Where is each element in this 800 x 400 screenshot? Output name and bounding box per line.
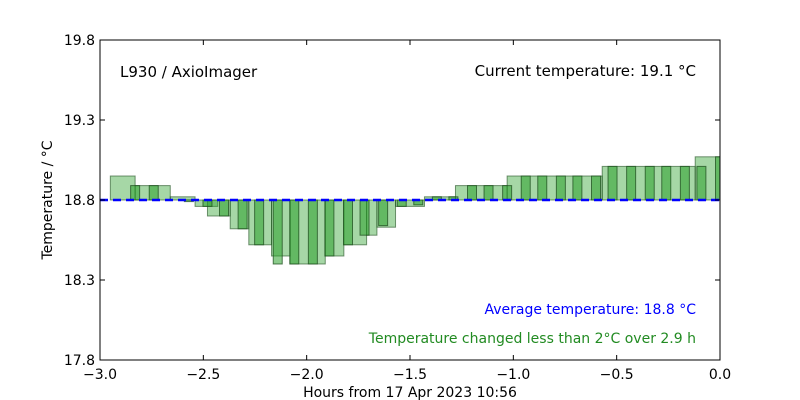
narrow-bar-6 xyxy=(254,199,265,246)
x-tick-label-3: −1.5 xyxy=(393,367,427,383)
wide-bar-13 xyxy=(395,199,425,207)
narrow-bar-11 xyxy=(343,199,353,246)
narrow-bar-22 xyxy=(537,175,548,201)
narrow-bar-20 xyxy=(502,185,513,201)
narrow-bar-23 xyxy=(555,175,566,201)
narrow-bar-12 xyxy=(359,199,370,236)
y-tick-label-4: 19.8 xyxy=(64,33,95,49)
temperature-change-label: Temperature changed less than 2°C over 2… xyxy=(368,331,696,347)
narrow-bar-27 xyxy=(626,165,637,201)
narrow-bar-16 xyxy=(431,196,442,201)
x-axis-label: Hours from 17 Apr 2023 10:56 xyxy=(303,385,517,400)
narrow-bar-1 xyxy=(148,185,159,201)
y-axis-label: Temperature / °C xyxy=(40,140,56,260)
narrow-bar-13 xyxy=(378,199,389,227)
x-tick-label-6: 0.0 xyxy=(709,367,731,383)
narrow-bar-29 xyxy=(661,165,672,201)
average-temperature-label: Average temperature: 18.8 °C xyxy=(484,302,696,318)
x-axis: −3.0 −2.5 −2.0 −1.5 −1.0 −0.5 0.0 xyxy=(83,40,731,383)
y-tick-label-2: 18.8 xyxy=(64,193,95,209)
narrow-bar-19 xyxy=(483,185,494,201)
x-tick-label-4: −1.0 xyxy=(496,367,530,383)
narrow-bar-25 xyxy=(591,175,601,201)
instrument-label: L930 / AxioImager xyxy=(120,63,258,81)
narrow-bar-0 xyxy=(130,185,141,201)
current-temperature-label: Current temperature: 19.1 °C xyxy=(475,62,696,80)
narrow-bar-32 xyxy=(715,156,721,201)
narrow-bar-7 xyxy=(272,199,283,265)
narrow-bar-21 xyxy=(520,175,531,201)
x-tick-label-1: −2.5 xyxy=(186,367,220,383)
narrow-bar-8 xyxy=(289,199,300,265)
y-tick-label-3: 19.3 xyxy=(64,113,95,129)
narrow-bar-30 xyxy=(679,165,690,201)
narrow-bar-10 xyxy=(324,199,335,257)
x-tick-label-0: −3.0 xyxy=(83,367,117,383)
x-tick-label-5: −0.5 xyxy=(600,367,634,383)
narrow-bar-31 xyxy=(696,165,707,201)
narrow-bar-18 xyxy=(467,185,477,201)
narrow-bar-28 xyxy=(644,165,655,201)
y-axis: 17.8 18.3 18.8 19.3 19.8 xyxy=(64,33,720,369)
y-tick-label-0: 17.8 xyxy=(64,353,95,369)
narrow-bar-26 xyxy=(607,165,618,201)
narrow-bar-9 xyxy=(307,199,318,265)
wide-bar-15 xyxy=(454,185,508,201)
narrow-bar-5 xyxy=(237,199,248,230)
narrow-bar-4 xyxy=(219,199,229,217)
y-tick-label-1: 18.3 xyxy=(64,273,95,289)
narrow-bar-24 xyxy=(572,175,583,201)
narrow-bar-group xyxy=(130,156,721,265)
x-tick-label-2: −2.0 xyxy=(290,367,324,383)
